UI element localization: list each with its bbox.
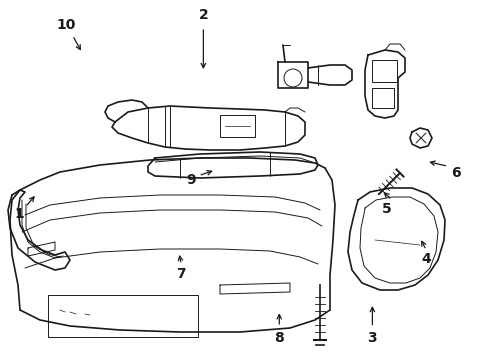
Text: 7: 7 (176, 267, 186, 280)
Text: 3: 3 (368, 332, 377, 345)
Text: 9: 9 (186, 173, 196, 187)
Bar (372, 60, 397, 82)
Text: 1: 1 (15, 207, 24, 221)
Text: 4: 4 (421, 252, 431, 266)
Circle shape (284, 69, 302, 87)
Bar (48, 295, 198, 337)
Bar (220, 115, 255, 137)
Text: 5: 5 (382, 202, 392, 216)
Text: 2: 2 (198, 8, 208, 22)
Text: 8: 8 (274, 332, 284, 345)
Text: 10: 10 (56, 18, 76, 32)
Text: 6: 6 (451, 166, 461, 180)
Bar (372, 88, 394, 108)
